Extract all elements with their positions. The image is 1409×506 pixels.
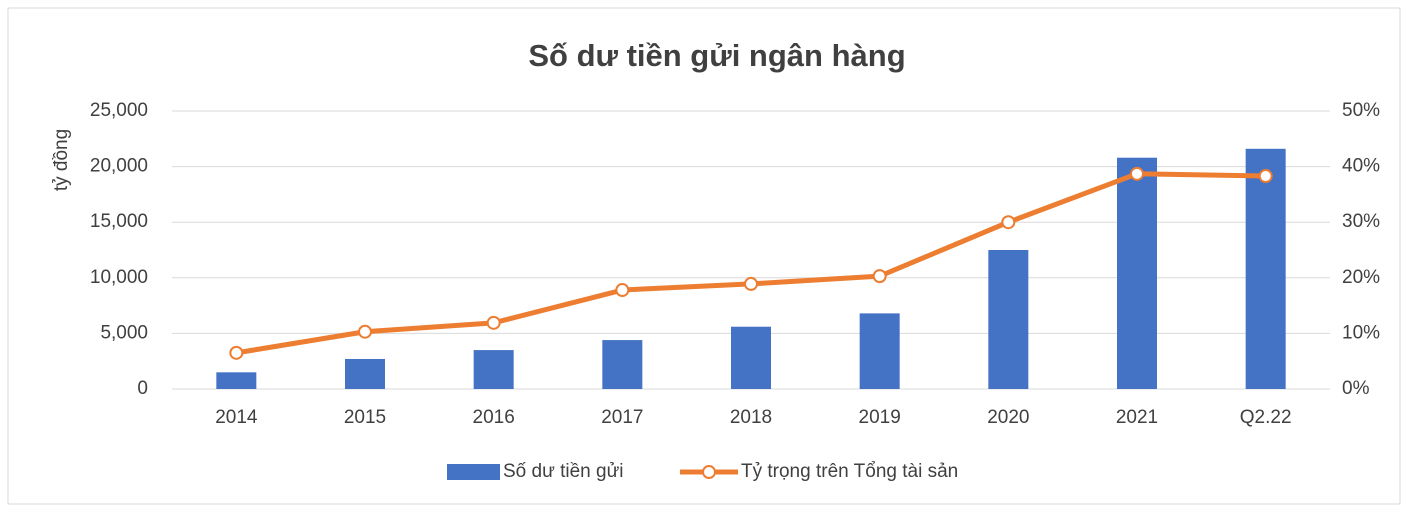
x-tick-label: 2017 — [601, 407, 643, 428]
bar — [1117, 157, 1157, 389]
line-marker — [358, 324, 372, 339]
legend-marker — [702, 465, 716, 479]
legend-swatch — [447, 464, 500, 480]
line-marker — [1001, 215, 1016, 230]
bar — [1245, 148, 1286, 389]
line-marker — [229, 345, 244, 360]
y2-tick-label: 50% — [1342, 100, 1380, 121]
chart-frame — [7, 7, 1401, 505]
chart-title: Số dư tiền gửi ngân hàng — [528, 38, 905, 73]
line-marker — [872, 269, 887, 284]
x-tick-label: 2014 — [215, 407, 258, 428]
line-marker — [615, 283, 630, 298]
x-tick-label: 2020 — [987, 407, 1029, 428]
line-marker — [744, 276, 758, 291]
legend-label: Tỷ trọng trên Tổng tài sản — [741, 461, 958, 482]
bar — [345, 358, 385, 389]
bar — [216, 372, 257, 389]
line-marker — [1258, 169, 1273, 184]
x-tick-label: 2015 — [344, 407, 386, 428]
x-tick-label: Q2.22 — [1240, 407, 1292, 428]
line-marker — [1130, 166, 1144, 181]
bar — [602, 340, 643, 389]
bar — [473, 350, 514, 389]
legend-label: Số dư tiền gửi — [503, 461, 624, 482]
bar — [731, 326, 771, 389]
bar — [859, 313, 900, 389]
y2-tick-label: 20% — [1342, 267, 1380, 288]
x-tick-label: 2018 — [730, 407, 772, 428]
y-tick-label: 5,000 — [100, 322, 148, 343]
y-tick-label: 0 — [137, 378, 148, 399]
y-tick-label: 10,000 — [90, 267, 148, 288]
y2-tick-label: 10% — [1342, 322, 1380, 343]
line-marker — [486, 315, 501, 330]
bar — [988, 250, 1029, 389]
y-tick-label: 20,000 — [90, 156, 148, 177]
x-tick-label: 2019 — [859, 407, 901, 428]
x-tick-label: 2016 — [473, 407, 515, 428]
y-axis-label: tỷ đồng — [51, 129, 72, 191]
x-tick-label: 2021 — [1116, 407, 1158, 428]
y2-tick-label: 40% — [1342, 156, 1380, 177]
y2-tick-label: 30% — [1342, 211, 1380, 232]
y2-tick-label: 0% — [1342, 378, 1370, 399]
y-tick-label: 25,000 — [90, 100, 148, 121]
y-tick-label: 15,000 — [90, 211, 148, 232]
